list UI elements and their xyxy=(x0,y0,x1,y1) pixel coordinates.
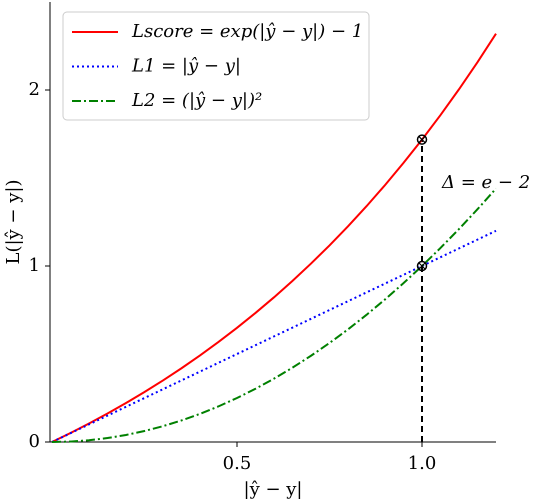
y-tick-label: 1 xyxy=(29,255,40,276)
legend: Lscore = exp(|ŷ − y|) − 1 L1 = |ŷ − y| L2 … xyxy=(62,11,370,121)
legend-box xyxy=(62,11,370,121)
marker xyxy=(416,134,428,145)
x-tick-label: 0.5 xyxy=(223,453,252,474)
legend-label: L2 = (|ŷ − y|)² xyxy=(131,90,262,111)
legend-label: L1 = |ŷ − y| xyxy=(131,56,241,77)
line xyxy=(51,229,497,443)
x-tick-label: 1.0 xyxy=(408,453,437,474)
marker-cross xyxy=(418,262,426,270)
y-axis-label: L(|ŷ − y|) xyxy=(3,180,24,265)
marker xyxy=(416,260,428,272)
legend-label: Lscore = exp(|ŷ − y|) − 1 xyxy=(131,21,363,42)
y-tick-label: 2 xyxy=(29,79,40,100)
marker-cross xyxy=(418,136,426,144)
x-axis-label: |ŷ − y| xyxy=(244,479,303,500)
annotation: Δ = e − 2 xyxy=(441,172,530,193)
y-tick-label: 0 xyxy=(29,431,40,452)
line xyxy=(51,187,497,443)
